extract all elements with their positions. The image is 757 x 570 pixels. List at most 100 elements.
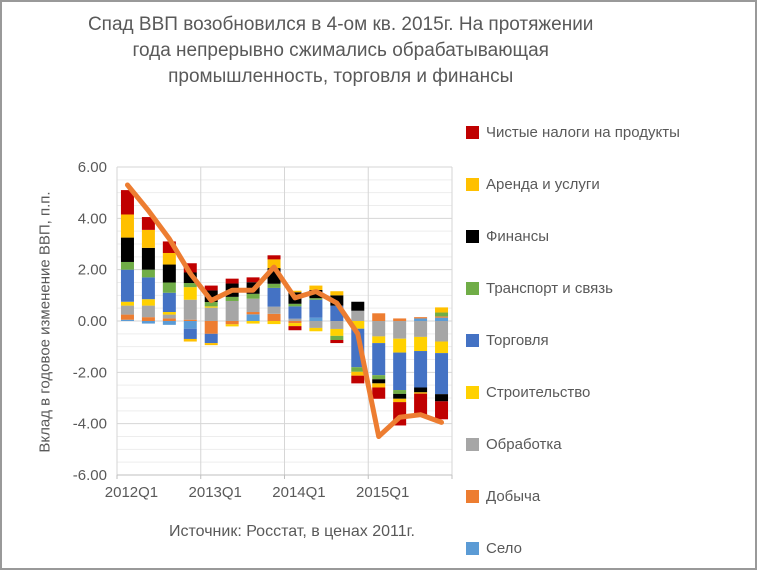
bar-segment <box>414 321 428 337</box>
bar-segment <box>183 263 197 273</box>
bar-segment <box>372 379 386 384</box>
bar-segment <box>225 278 239 284</box>
bar-segment <box>414 336 428 352</box>
legend-swatch-icon <box>466 229 479 243</box>
bar-segment <box>309 317 323 321</box>
legend-label: Финансы <box>486 227 549 245</box>
bar-segment <box>141 269 155 278</box>
bar-segment <box>204 333 218 344</box>
bar-segment <box>435 394 449 402</box>
bar-segment <box>246 321 260 324</box>
bar-segment <box>309 299 323 318</box>
bar-segment <box>351 375 365 384</box>
bar-segment <box>267 306 281 314</box>
bar-segment <box>435 353 449 395</box>
bar-segment <box>225 300 239 321</box>
bar-segment <box>246 277 260 283</box>
bar-segment <box>141 247 155 270</box>
bar-segment <box>330 339 344 344</box>
legend-label: Строительство <box>486 383 591 401</box>
x-tick-label: 2015Q1 <box>356 484 409 501</box>
legend-label: Добыча <box>486 487 541 505</box>
legend-item: Обработка <box>466 418 755 470</box>
bar-segment <box>162 241 176 253</box>
legend-label: Транспорт и связь <box>486 279 613 297</box>
bar-segment <box>393 398 407 403</box>
legend-item: Финансы <box>466 210 755 262</box>
bar-segment <box>141 305 155 318</box>
legend-swatch-icon <box>466 281 479 295</box>
bar-segment <box>141 229 155 248</box>
source-note: Источник: Росстат, в ценах 2011г. <box>169 523 415 540</box>
bar-segment <box>204 307 218 321</box>
bar-segment <box>120 237 134 262</box>
x-tick-label: 2014Q1 <box>272 484 325 501</box>
bar-segment <box>330 291 344 296</box>
legend-label: Аренда и услуги <box>486 175 600 193</box>
bar-segment <box>372 383 386 388</box>
bar-segment <box>204 321 218 334</box>
bar-segment <box>435 316 449 318</box>
bar-segment <box>393 338 407 353</box>
bar-segment <box>267 313 281 321</box>
bar-segment <box>246 312 260 315</box>
bar-segment <box>393 393 407 399</box>
bar-segment <box>351 310 365 321</box>
bar-segment <box>162 321 176 325</box>
bar-segment <box>246 293 260 299</box>
bar-segment <box>393 390 407 394</box>
bar-segment <box>267 259 281 269</box>
bar-segment <box>393 352 407 391</box>
x-tick-label: 2013Q1 <box>189 484 242 501</box>
bar-segment <box>288 306 302 319</box>
legend-swatch-icon <box>466 541 479 555</box>
bar-segment <box>183 328 197 339</box>
bar-segment <box>162 318 176 321</box>
bar-segment <box>435 321 449 342</box>
bar-segment <box>162 312 176 315</box>
bar-segment <box>183 287 197 300</box>
y-tick-label: 4.00 <box>78 210 107 227</box>
bar-segment <box>267 287 281 307</box>
bar-segment <box>120 314 134 320</box>
legend: Чистые налоги на продукты Аренда и услуги… <box>466 106 755 568</box>
bar-segment <box>414 317 428 319</box>
bar-segment <box>351 321 365 329</box>
legend-item: Торговля <box>466 314 755 366</box>
bar-segment <box>372 313 386 321</box>
legend-label: Обработка <box>486 435 562 453</box>
bar-segment <box>435 341 449 354</box>
bar-segment <box>204 290 218 303</box>
bar-segment <box>246 298 260 313</box>
bar-segment <box>435 317 449 321</box>
gdp-line <box>124 182 445 439</box>
legend-swatch-icon <box>466 385 479 399</box>
bar-segment <box>120 305 134 315</box>
bar-segment <box>309 327 323 332</box>
bar-segment <box>435 307 449 313</box>
bar-segment <box>120 269 134 302</box>
legend-item: Село <box>466 522 755 568</box>
bar-segment <box>183 338 197 342</box>
bar-segment <box>267 255 281 260</box>
bar-segment <box>246 314 260 321</box>
bar-segment <box>267 283 281 288</box>
bar-segment <box>288 318 302 321</box>
bar-segment <box>120 190 134 215</box>
bar-segment <box>120 319 134 321</box>
bar-segment <box>141 299 155 306</box>
bar-segment <box>183 319 197 321</box>
bar-segment <box>162 282 176 293</box>
bar-segment <box>288 326 302 331</box>
bar-segment <box>183 283 197 288</box>
y-tick-label: 2.00 <box>78 262 107 279</box>
legend-swatch-icon <box>466 333 479 347</box>
y-tick-label: -6.00 <box>73 467 107 484</box>
bar-segment <box>288 303 302 307</box>
bar-segment <box>309 298 323 300</box>
legend-item: Аренда и услуги <box>466 158 755 210</box>
bar-segment <box>141 217 155 230</box>
bar-segment <box>351 367 365 372</box>
bar-segment <box>330 328 344 336</box>
